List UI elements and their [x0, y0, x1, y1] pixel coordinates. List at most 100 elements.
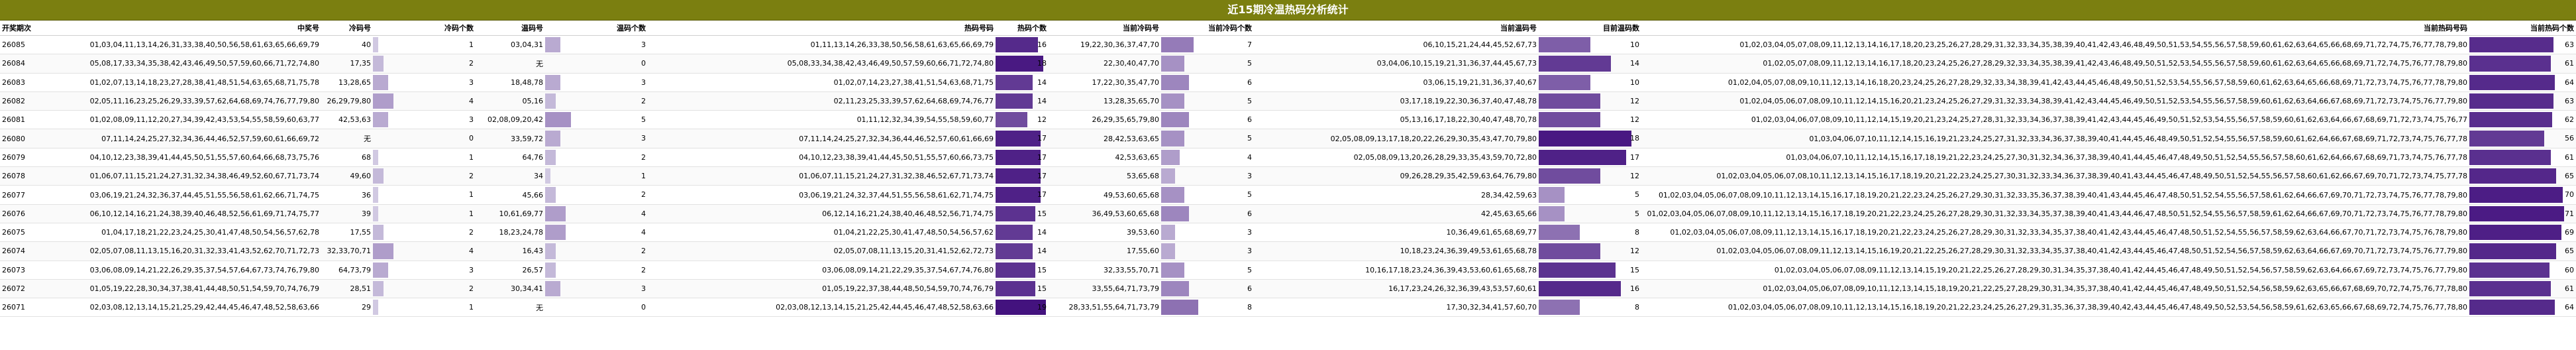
- col-cur-hot-count[interactable]: 当前热码个数: [2469, 21, 2576, 36]
- cold-count-value: 4: [469, 247, 474, 256]
- current-hot-numbers-cell: 01,02,04,05,07,08,09,10,11,12,13,14,16,1…: [1641, 73, 2469, 92]
- warm-numbers-cell: 33,59,72: [476, 129, 545, 148]
- col-cur-cold-count[interactable]: 当前冷码个数: [1161, 21, 1254, 36]
- current-warm-numbers-cell: 16,17,23,24,26,32,36,39,43,53,57,60,61: [1254, 279, 1539, 299]
- table-row[interactable]: 26077 03,06,19,21,24,32,36,37,44,45,51,55…: [0, 185, 2576, 205]
- hot-numbers-cell: 01,05,19,22,37,38,44,48,50,54,59,70,74,7…: [648, 279, 996, 299]
- current-warm-numbers-cell: 42,45,63,65,66: [1254, 204, 1539, 223]
- warm-count-bar: [545, 243, 556, 259]
- warm-numbers-cell: 18,48,78: [476, 73, 545, 92]
- current-hot-count-cell: 56: [2469, 129, 2576, 148]
- current-cold-count-cell: 3: [1161, 223, 1254, 243]
- col-cur-hot-nums[interactable]: 当前热码号码: [1641, 21, 2469, 36]
- current-cold-numbers-cell: 36,49,53,60,65,68: [1049, 204, 1161, 223]
- current-warm-count-cell: 16: [1539, 279, 1641, 299]
- table-row[interactable]: 26075 01,04,17,18,21,22,23,24,25,30,41,47…: [0, 223, 2576, 243]
- current-cold-count-cell: 7: [1161, 35, 1254, 55]
- table-row[interactable]: 26076 06,10,12,14,16,21,24,38,39,40,46,48…: [0, 204, 2576, 223]
- warm-count-cell: 2: [545, 241, 648, 261]
- cold-count-cell: 1: [373, 298, 476, 318]
- warm-count-cell: 3: [545, 129, 648, 148]
- current-hot-numbers-cell: 01,02,03,04,05,06,07,08,09,11,12,13,14,1…: [1641, 261, 2469, 280]
- warm-count-cell: 3: [545, 35, 648, 55]
- period-cell: 26077: [0, 185, 50, 205]
- warm-count-cell: 2: [545, 148, 648, 168]
- cold-count-bar: [373, 262, 389, 278]
- col-period[interactable]: 开奖期次: [0, 21, 50, 36]
- header-row: 开奖期次 中奖号 冷码号 冷码个数 温码号 温码个数 热码号码 热码个数 当前冷…: [0, 21, 2576, 36]
- warm-count-bar: [545, 187, 556, 203]
- table-row[interactable]: 26083 01,02,07,13,14,18,23,27,28,38,41,48…: [0, 73, 2576, 92]
- table-row[interactable]: 26079 04,10,12,23,38,39,41,44,45,50,51,55…: [0, 148, 2576, 168]
- current-cold-numbers-cell: 49,53,60,65,68: [1049, 185, 1161, 205]
- table-row[interactable]: 26071 02,03,08,12,13,14,15,21,25,29,42,44…: [0, 298, 2576, 318]
- current-cold-count-cell: 4: [1161, 148, 1254, 168]
- current-hot-count-value: 64: [2565, 78, 2574, 87]
- col-hot-count[interactable]: 热码个数: [996, 21, 1049, 36]
- col-cold-nums[interactable]: 冷码号: [321, 21, 373, 36]
- cold-numbers-cell: 39: [321, 204, 373, 223]
- warm-numbers-cell: 02,08,09,20,42: [476, 110, 545, 130]
- current-cold-count-value: 7: [1247, 40, 1252, 49]
- table-row[interactable]: 26085 01,03,04,11,13,14,26,31,33,38,40,50…: [0, 35, 2576, 55]
- current-cold-count-cell: 3: [1161, 241, 1254, 261]
- cold-numbers-cell: 17,35: [321, 54, 373, 74]
- col-cur-warm-count[interactable]: 目前温码数: [1539, 21, 1641, 36]
- warm-count-cell: 2: [545, 91, 648, 111]
- current-cold-numbers-cell: 28,33,51,55,64,71,73,79: [1049, 298, 1161, 318]
- table-row[interactable]: 26082 02,05,11,16,23,25,26,29,33,39,57,62…: [0, 91, 2576, 111]
- current-cold-count-cell: 5: [1161, 185, 1254, 205]
- hot-count-bar: [996, 300, 1046, 316]
- col-cur-warm-nums[interactable]: 当前温码号: [1254, 21, 1539, 36]
- current-cold-count-value: 3: [1247, 172, 1252, 181]
- cold-count-value: 1: [469, 303, 474, 312]
- current-hot-numbers-cell: 01,02,03,04,05,06,07,08,09,10,11,12,13,1…: [1641, 298, 2469, 318]
- table-row[interactable]: 26081 01,02,08,09,11,12,20,27,34,39,42,43…: [0, 110, 2576, 130]
- cold-numbers-cell: 13,28,65: [321, 73, 373, 92]
- current-warm-count-value: 5: [1635, 190, 1639, 200]
- warm-count-value: 2: [641, 265, 646, 274]
- current-warm-count-bar: [1539, 280, 1621, 297]
- current-warm-numbers-cell: 03,06,15,19,21,31,36,37,40,67: [1254, 73, 1539, 92]
- cold-count-cell: 2: [373, 223, 476, 243]
- current-cold-count-value: 6: [1247, 209, 1252, 218]
- current-cold-count-value: 6: [1247, 284, 1252, 293]
- winning-numbers-cell: 01,05,19,22,28,30,34,37,38,41,44,48,50,5…: [50, 279, 321, 299]
- table-row[interactable]: 26074 02,05,07,08,11,13,15,16,20,31,32,33…: [0, 241, 2576, 261]
- current-hot-count-cell: 60: [2469, 261, 2576, 280]
- current-hot-numbers-cell: 01,03,04,06,07,10,11,12,14,15,16,17,18,1…: [1641, 148, 2469, 168]
- stats-table: 开奖期次 中奖号 冷码号 冷码个数 温码号 温码个数 热码号码 热码个数 当前冷…: [0, 21, 2576, 318]
- col-mid[interactable]: 中奖号: [50, 21, 321, 36]
- table-row[interactable]: 26078 01,06,07,11,15,21,24,27,31,32,34,38…: [0, 166, 2576, 186]
- table-row[interactable]: 26072 01,05,19,22,28,30,34,37,38,41,44,48…: [0, 279, 2576, 299]
- current-cold-count-bar: [1161, 37, 1194, 53]
- current-hot-count-cell: 65: [2469, 166, 2576, 186]
- cold-count-cell: 3: [373, 261, 476, 280]
- current-hot-count-value: 62: [2565, 115, 2574, 125]
- current-hot-count-value: 56: [2565, 134, 2574, 143]
- cold-count-value: 3: [469, 115, 474, 125]
- warm-numbers-cell: 无: [476, 298, 545, 318]
- hot-count-value: 14: [1037, 96, 1047, 105]
- warm-count-value: 0: [641, 59, 646, 68]
- col-hot-nums[interactable]: 热码号码: [648, 21, 996, 36]
- current-cold-count-value: 5: [1247, 265, 1252, 274]
- hot-count-cell: 17: [996, 148, 1049, 168]
- current-cold-numbers-cell: 32,33,55,70,71: [1049, 261, 1161, 280]
- cold-numbers-cell: 40: [321, 35, 373, 55]
- current-hot-count-bar: [2469, 187, 2563, 203]
- col-cold-count[interactable]: 冷码个数: [373, 21, 476, 36]
- hot-numbers-cell: 03,06,19,21,24,32,37,44,51,55,56,58,61,6…: [648, 185, 996, 205]
- col-warm-count[interactable]: 温码个数: [545, 21, 648, 36]
- col-cur-cold-nums[interactable]: 当前冷码号: [1049, 21, 1161, 36]
- current-hot-numbers-cell: 01,02,05,07,08,09,11,12,13,14,16,17,18,2…: [1641, 54, 2469, 74]
- table-row[interactable]: 26073 03,06,08,09,14,21,22,26,29,35,37,54…: [0, 261, 2576, 280]
- current-warm-count-cell: 10: [1539, 73, 1641, 92]
- current-cold-count-bar: [1161, 243, 1175, 259]
- cold-numbers-cell: 17,55: [321, 223, 373, 243]
- table-row[interactable]: 26084 05,08,17,33,34,35,38,42,43,46,49,50…: [0, 54, 2576, 74]
- cold-count-value: 3: [469, 78, 474, 87]
- table-row[interactable]: 26080 07,11,14,24,25,27,32,34,36,44,46,52…: [0, 129, 2576, 148]
- current-hot-count-bar: [2469, 300, 2555, 316]
- col-warm-nums[interactable]: 温码号: [476, 21, 545, 36]
